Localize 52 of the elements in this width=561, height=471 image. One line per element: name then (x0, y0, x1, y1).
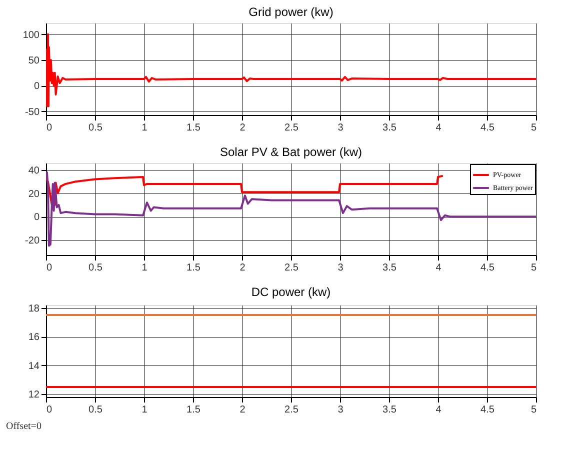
x-tick-label: 0.5 (88, 122, 103, 134)
x-tick-label: 1.5 (186, 122, 201, 134)
x-tick-label: 0 (46, 122, 52, 134)
x-tick-label: 5 (530, 122, 537, 134)
y-tick-label: 20 (28, 188, 40, 200)
chart-title: Grid power (kw) (248, 5, 334, 19)
line-series (46, 171, 536, 247)
x-tick-label: 4.5 (480, 262, 495, 274)
y-tick-label: 14 (28, 360, 40, 372)
x-tick-label: 2.5 (284, 122, 299, 134)
x-tick-label: 4.5 (480, 404, 495, 416)
x-tick-label: 0.5 (88, 404, 103, 416)
x-tick-label: 1.5 (186, 262, 201, 274)
x-tick-label: 3 (338, 404, 344, 416)
x-tick-label: 4.5 (480, 122, 495, 134)
x-tick-label: 0 (46, 404, 52, 416)
line-series (46, 33, 536, 108)
x-tick-label: 3 (338, 122, 344, 134)
x-tick-label: 2 (240, 262, 246, 274)
text: Offset=0 (6, 421, 42, 432)
y-tick-label: 100 (22, 30, 40, 41)
x-tick-label: 2 (240, 122, 246, 134)
x-tick-label: 1 (142, 404, 148, 416)
x-tick-label: 4 (436, 404, 442, 416)
x-tick-label: 3.5 (382, 262, 397, 274)
y-tick-label: -20 (25, 235, 40, 246)
x-tick-label: 4 (436, 262, 442, 274)
x-tick-label: 3.5 (382, 122, 397, 134)
x-tick-label: 2 (240, 404, 246, 416)
y-tick-label: 50 (28, 56, 40, 67)
x-tick-label: 4 (436, 122, 442, 134)
x-tick-label: 3 (338, 262, 344, 274)
x-tick-label: 5 (530, 262, 537, 274)
y-tick-label: 0 (34, 212, 40, 224)
y-tick-label: 12 (28, 390, 40, 401)
y-tick-label: 40 (28, 165, 40, 176)
y-tick-label: -50 (25, 106, 40, 118)
chart-title: DC power (kw) (251, 284, 331, 299)
x-tick-label: 1 (142, 262, 148, 274)
x-tick-label: 2.5 (284, 404, 299, 416)
x-tick-label: 0 (46, 262, 52, 274)
line-series (46, 174, 444, 206)
chart-title: Solar PV & Bat power (kw) (220, 145, 362, 159)
y-tick-label: 18 (28, 303, 40, 314)
y-tick-label: 16 (28, 332, 40, 344)
x-tick-label: 2.5 (284, 262, 299, 274)
x-tick-label: 3.5 (382, 404, 397, 416)
x-tick-label: 5 (530, 404, 537, 416)
x-tick-label: 1 (142, 122, 148, 134)
x-tick-label: 1.5 (186, 404, 201, 416)
y-tick-label: 0 (34, 81, 40, 92)
x-tick-label: 0.5 (88, 262, 103, 274)
